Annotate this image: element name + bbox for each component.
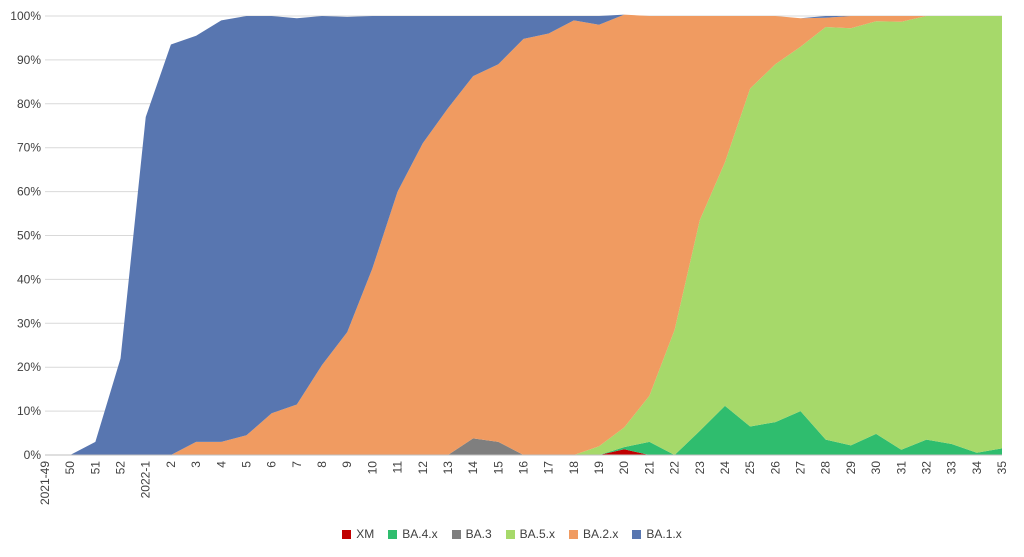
legend-swatch bbox=[505, 529, 515, 539]
x-tick-label: 27 bbox=[794, 461, 808, 475]
legend-swatch bbox=[342, 529, 352, 539]
x-tick-label: 17 bbox=[542, 461, 556, 475]
y-tick-label: 90% bbox=[17, 53, 41, 67]
x-tick-label: 12 bbox=[416, 461, 430, 475]
x-tick-label: 50 bbox=[63, 461, 77, 475]
x-tick-label: 8 bbox=[315, 461, 329, 468]
legend-label: BA.2.x bbox=[583, 527, 619, 541]
x-tick-label: 30 bbox=[869, 461, 883, 475]
x-tick-label: 24 bbox=[718, 461, 732, 475]
y-tick-label: 80% bbox=[17, 97, 41, 111]
legend-item: BA.5.x bbox=[505, 527, 555, 541]
series-area-ba-2-x bbox=[45, 14, 1002, 456]
x-tick-label: 23 bbox=[693, 461, 707, 475]
x-tick-label: 26 bbox=[768, 461, 782, 475]
series-area-ba-4-x bbox=[45, 405, 1002, 455]
series-area-ba-5-x bbox=[45, 16, 1002, 455]
legend-swatch bbox=[451, 529, 461, 539]
x-tick-label: 13 bbox=[441, 461, 455, 475]
x-tick-label: 51 bbox=[88, 461, 102, 475]
legend-item: BA.2.x bbox=[569, 527, 618, 541]
x-tick-label: 11 bbox=[391, 461, 405, 474]
x-tick-label: 2021-49 bbox=[38, 461, 52, 505]
y-tick-label: 60% bbox=[17, 185, 41, 199]
x-tick-label: 19 bbox=[592, 461, 606, 475]
x-tick-label: 32 bbox=[919, 461, 933, 475]
y-tick-label: 40% bbox=[17, 272, 41, 286]
legend-item: BA.4.x bbox=[388, 527, 438, 541]
legend-item: XM bbox=[342, 527, 374, 541]
x-tick-label: 25 bbox=[743, 461, 757, 475]
x-tick-label: 9 bbox=[340, 461, 354, 468]
x-tick-label: 52 bbox=[114, 461, 128, 475]
legend-label: BA.1.x bbox=[646, 527, 682, 541]
y-tick-label: 30% bbox=[17, 316, 41, 330]
x-tick-label: 2022-1 bbox=[139, 461, 153, 499]
series-area-ba-1-x bbox=[45, 14, 1002, 456]
y-tick-label: 0% bbox=[24, 448, 42, 462]
legend-swatch bbox=[569, 529, 578, 539]
y-tick-label: 10% bbox=[17, 404, 41, 418]
legend-item: BA.3 bbox=[451, 527, 492, 541]
x-tick-label: 15 bbox=[491, 461, 505, 475]
x-tick-label: 33 bbox=[945, 461, 959, 475]
legend-label: BA.3 bbox=[465, 527, 492, 541]
legend: XM BA.4.x BA.3 BA.5.x BA.2.x BA.1.x bbox=[0, 527, 1024, 541]
y-tick-label: 100% bbox=[10, 9, 41, 23]
x-tick-label: 6 bbox=[265, 461, 279, 468]
legend-item: BA.1.x bbox=[632, 527, 682, 541]
x-tick-label: 14 bbox=[466, 461, 480, 475]
y-tick-label: 50% bbox=[17, 229, 41, 243]
legend-label: BA.4.x bbox=[402, 527, 438, 541]
legend-label: XM bbox=[356, 527, 375, 541]
x-tick-label: 18 bbox=[567, 461, 581, 475]
x-tick-label: 4 bbox=[214, 461, 228, 468]
x-tick-label: 10 bbox=[365, 461, 379, 475]
x-tick-label: 5 bbox=[239, 461, 253, 468]
x-tick-label: 22 bbox=[668, 461, 682, 475]
x-tick-label: 20 bbox=[617, 461, 631, 475]
legend-swatch bbox=[388, 529, 398, 539]
x-tick-label: 29 bbox=[844, 461, 858, 475]
y-tick-label: 20% bbox=[17, 360, 41, 374]
legend-swatch bbox=[632, 529, 642, 539]
x-tick-label: 16 bbox=[517, 461, 531, 475]
x-tick-label: 35 bbox=[995, 461, 1009, 475]
x-tick-label: 21 bbox=[642, 461, 656, 475]
x-tick-label: 2 bbox=[164, 461, 178, 468]
x-tick-label: 31 bbox=[894, 461, 908, 475]
x-tick-label: 3 bbox=[189, 461, 203, 468]
y-tick-label: 70% bbox=[17, 141, 41, 155]
x-tick-label: 7 bbox=[290, 461, 304, 468]
legend-label: BA.5.x bbox=[519, 527, 555, 541]
x-tick-label: 34 bbox=[970, 461, 984, 475]
x-tick-label: 28 bbox=[819, 461, 833, 475]
